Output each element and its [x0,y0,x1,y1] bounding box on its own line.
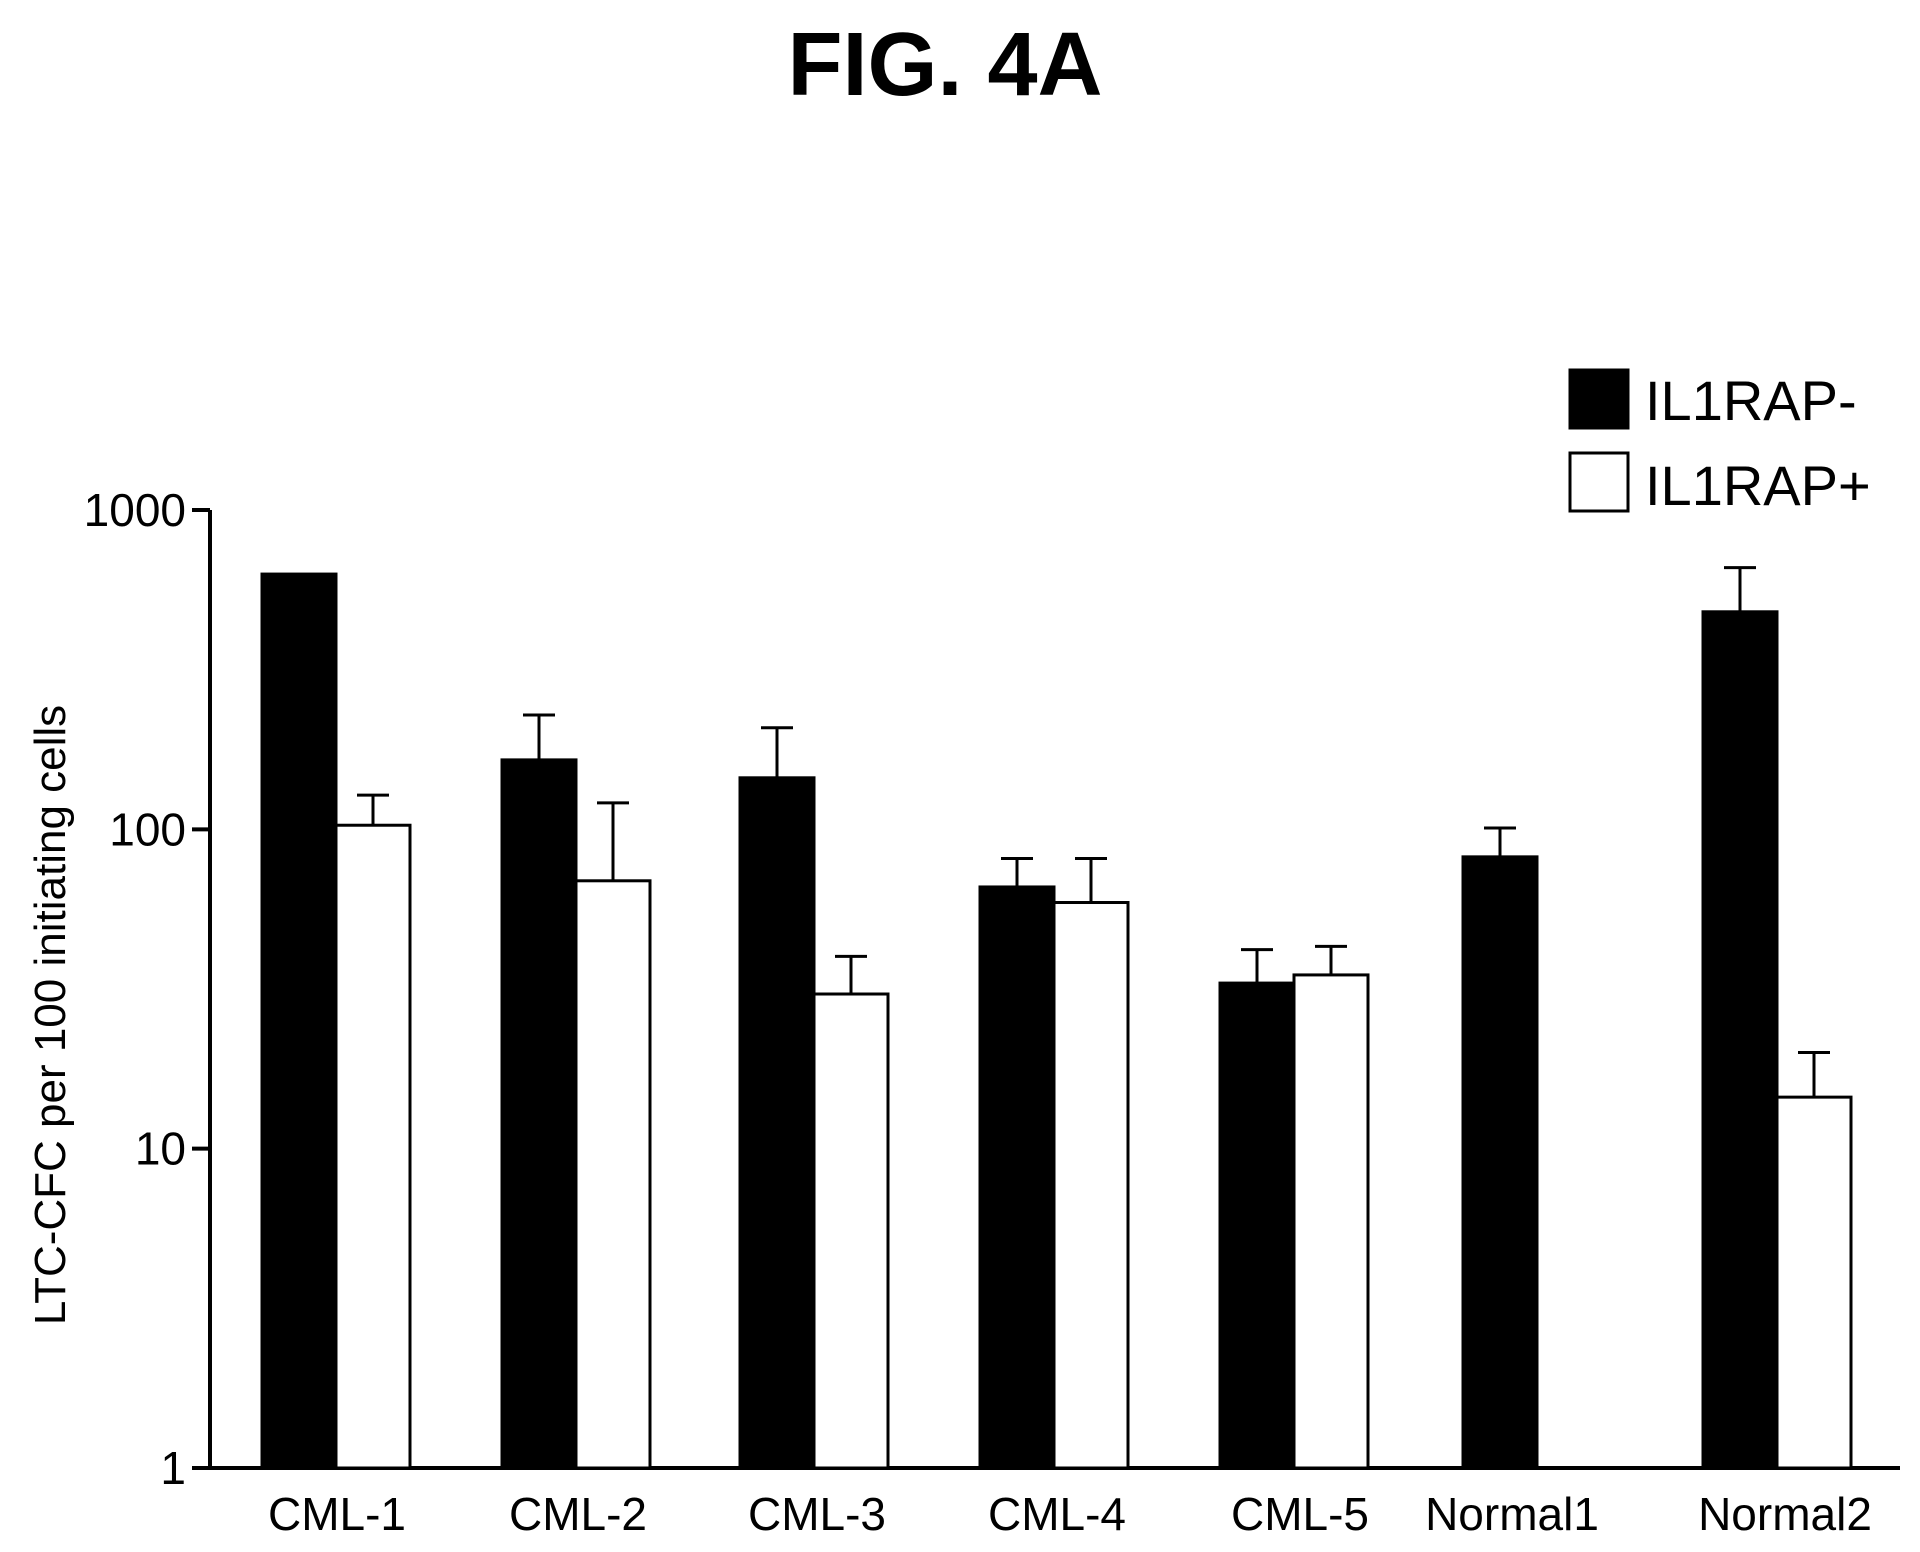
y-tick-label: 1 [160,1442,186,1494]
bar-il1rap-plus [1292,973,1370,1470]
x-tick-labels: CML-1 CML-2 CML-3 CML-4 CML-5 Normal1 Normal2 [268,1488,1872,1540]
y-axis-label: LTC-CFC per 100 initiating cells [26,705,75,1325]
error-bars [357,566,1830,1098]
bar-il1rap-minus [1218,981,1296,1470]
chart-title: FIG. 4A [787,15,1102,115]
bar-il1rap-plus [812,992,890,1470]
bar-il1rap-plus [334,823,412,1470]
bar-il1rap-minus [1701,610,1779,1470]
x-tick-label: CML-1 [268,1488,406,1540]
legend-label-il1rap-minus: IL1RAP- [1645,369,1857,432]
bars [260,572,1853,1470]
x-tick-label: CML-2 [509,1488,647,1540]
bar-il1rap-minus [978,885,1056,1470]
x-tick-label: CML-5 [1231,1488,1369,1540]
x-tick-label: Normal2 [1698,1488,1872,1540]
y-tick-label: 100 [109,803,186,855]
bar-il1rap-plus [574,879,652,1470]
x-tick-label: CML-3 [748,1488,886,1540]
legend-label-il1rap-plus: IL1RAP+ [1645,454,1871,517]
legend-swatch-il1rap-plus [1568,451,1630,513]
y-tick-label: 1000 [84,484,186,536]
bar-il1rap-minus [260,572,338,1470]
bar-il1rap-minus [500,758,578,1470]
bar-il1rap-minus [738,776,816,1470]
legend-swatch-il1rap-minus [1568,368,1630,430]
axes: 1 10 100 1000 [84,484,1900,1494]
bar-il1rap-plus [1052,901,1130,1470]
x-tick-label: Normal1 [1425,1488,1599,1540]
x-tick-label: CML-4 [988,1488,1126,1540]
y-tick-label: 10 [135,1123,186,1175]
legend: IL1RAP- IL1RAP+ [1568,368,1871,517]
bar-il1rap-minus [1461,855,1539,1470]
bar-il1rap-plus [1775,1095,1853,1470]
